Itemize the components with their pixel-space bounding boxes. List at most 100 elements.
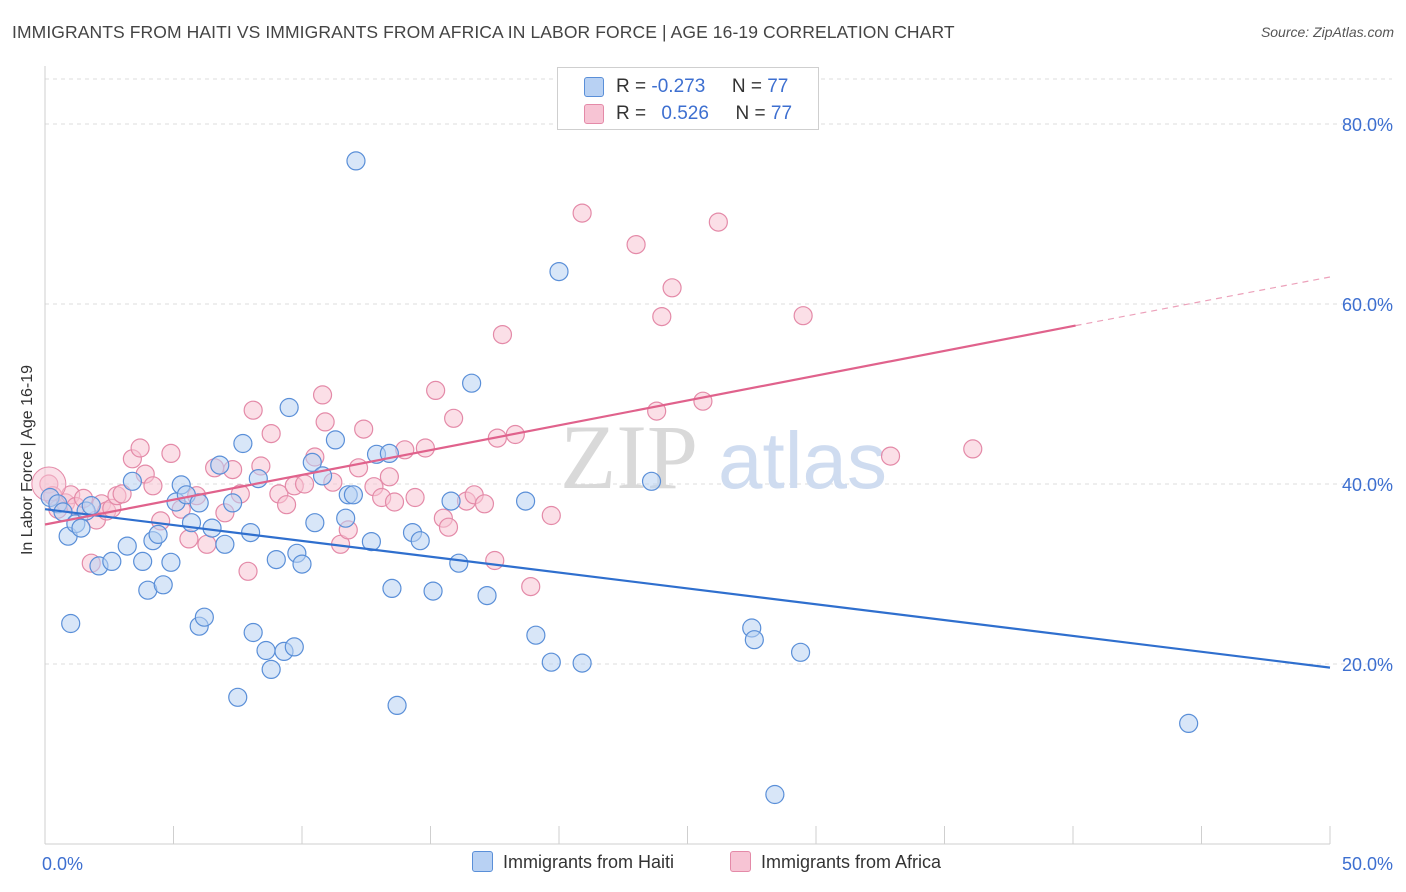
trend-line-africa — [44, 324, 1076, 526]
haiti-point — [71, 518, 91, 538]
africa-point — [693, 391, 713, 411]
africa-point — [521, 576, 541, 597]
legend-n-value-haiti: 77 — [767, 76, 789, 97]
africa-point — [426, 380, 446, 400]
source-note: Source: ZipAtlas.com — [1260, 24, 1394, 40]
africa-point — [276, 495, 297, 515]
y-tick-label: 20.0% — [1342, 655, 1393, 675]
africa-point — [793, 306, 813, 326]
haiti-point — [256, 640, 276, 661]
africa-point — [379, 467, 399, 487]
legend-r-label: R = — [616, 76, 647, 97]
africa-point — [197, 534, 217, 554]
haiti-point — [233, 433, 253, 454]
africa-point — [652, 307, 672, 327]
haiti-point — [1179, 713, 1199, 734]
haiti-point — [641, 471, 662, 491]
x-tick-label: 0.0% — [42, 854, 83, 874]
haiti-point — [279, 397, 299, 418]
africa-point — [492, 325, 513, 345]
haiti-point — [361, 531, 381, 552]
haiti-point — [449, 553, 469, 573]
haiti-point — [302, 452, 322, 472]
africa-point — [261, 424, 281, 444]
haiti-point — [284, 637, 304, 657]
haiti-point — [336, 508, 356, 528]
y-tick-label: 40.0% — [1342, 475, 1393, 495]
haiti-point — [102, 551, 122, 572]
africa-point — [880, 446, 901, 466]
haiti-point — [515, 491, 536, 511]
tick-labels: 20.0% 40.0% 60.0% 80.0% 0.0% 50.0% — [42, 115, 1393, 874]
legend-item-africa: Immigrants from Africa — [730, 851, 941, 873]
x-tick-label: 50.0% — [1342, 854, 1393, 874]
haiti-point — [261, 659, 281, 680]
haiti-point — [223, 493, 243, 513]
haiti-point — [744, 630, 764, 650]
haiti-point — [790, 642, 811, 662]
haiti-point — [122, 471, 142, 491]
haiti-point — [765, 784, 785, 805]
correlation-legend: R = -0.273 N = 77 R = 0.526 N = 77 — [557, 67, 819, 130]
africa-swatch — [584, 104, 604, 124]
haiti-point — [526, 625, 546, 645]
haiti-point — [572, 653, 592, 673]
africa-point — [354, 419, 374, 439]
africa-point — [963, 439, 983, 459]
africa-point — [626, 235, 646, 255]
legend-item-haiti: Immigrants from Haiti — [472, 851, 674, 873]
africa-point — [112, 484, 132, 504]
watermark-zip: ZIP — [560, 406, 698, 508]
legend-n-value-africa: 77 — [770, 103, 793, 124]
haiti-point — [153, 575, 173, 595]
africa-point — [179, 529, 199, 549]
africa-point — [415, 438, 435, 458]
haiti-point — [243, 622, 263, 643]
haiti-point — [325, 430, 346, 450]
legend-n-label: N = — [731, 76, 762, 97]
axes — [44, 66, 1331, 845]
africa-point — [315, 412, 335, 432]
haiti-point — [266, 549, 286, 570]
africa-point — [541, 505, 561, 526]
haiti-point — [194, 607, 214, 627]
africa-point — [348, 458, 369, 478]
haiti-swatch — [584, 77, 604, 97]
haiti-point — [549, 262, 569, 282]
africa-point — [294, 474, 315, 494]
haiti-point — [541, 652, 561, 672]
africa-point — [485, 550, 505, 571]
haiti-point — [410, 531, 430, 551]
africa-point — [312, 385, 333, 405]
legend-r-value-africa: 0.526 — [661, 103, 709, 124]
haiti-point — [292, 554, 312, 574]
africa-point — [143, 476, 163, 496]
haiti-point — [81, 496, 101, 516]
haiti-point — [215, 534, 235, 554]
chart-title: IMMIGRANTS FROM HAITI VS IMMIGRANTS FROM… — [12, 22, 955, 42]
legend-r-value-haiti: -0.273 — [651, 76, 706, 97]
legend-n-label: N = — [735, 103, 766, 124]
haiti-point — [133, 551, 153, 572]
africa-point — [405, 487, 425, 508]
haiti-point — [343, 485, 363, 505]
trend-lines — [44, 276, 1331, 669]
haiti-point — [241, 522, 261, 543]
haiti-point — [148, 524, 168, 545]
africa-point — [384, 492, 405, 512]
haiti-point — [117, 536, 137, 556]
africa-point — [572, 203, 592, 223]
legend-label-haiti: Immigrants from Haiti — [503, 852, 675, 872]
haiti-point — [477, 585, 497, 606]
africa-point — [438, 517, 459, 537]
africa-point — [474, 494, 495, 514]
haiti-point — [346, 151, 366, 171]
haiti-point — [441, 491, 461, 511]
africa-point — [708, 212, 728, 232]
africa-point — [238, 561, 258, 581]
y-tick-label: 80.0% — [1342, 115, 1393, 135]
watermark-atlas: atlas — [718, 416, 887, 505]
haiti-point — [161, 552, 181, 572]
haiti-point — [210, 455, 230, 475]
